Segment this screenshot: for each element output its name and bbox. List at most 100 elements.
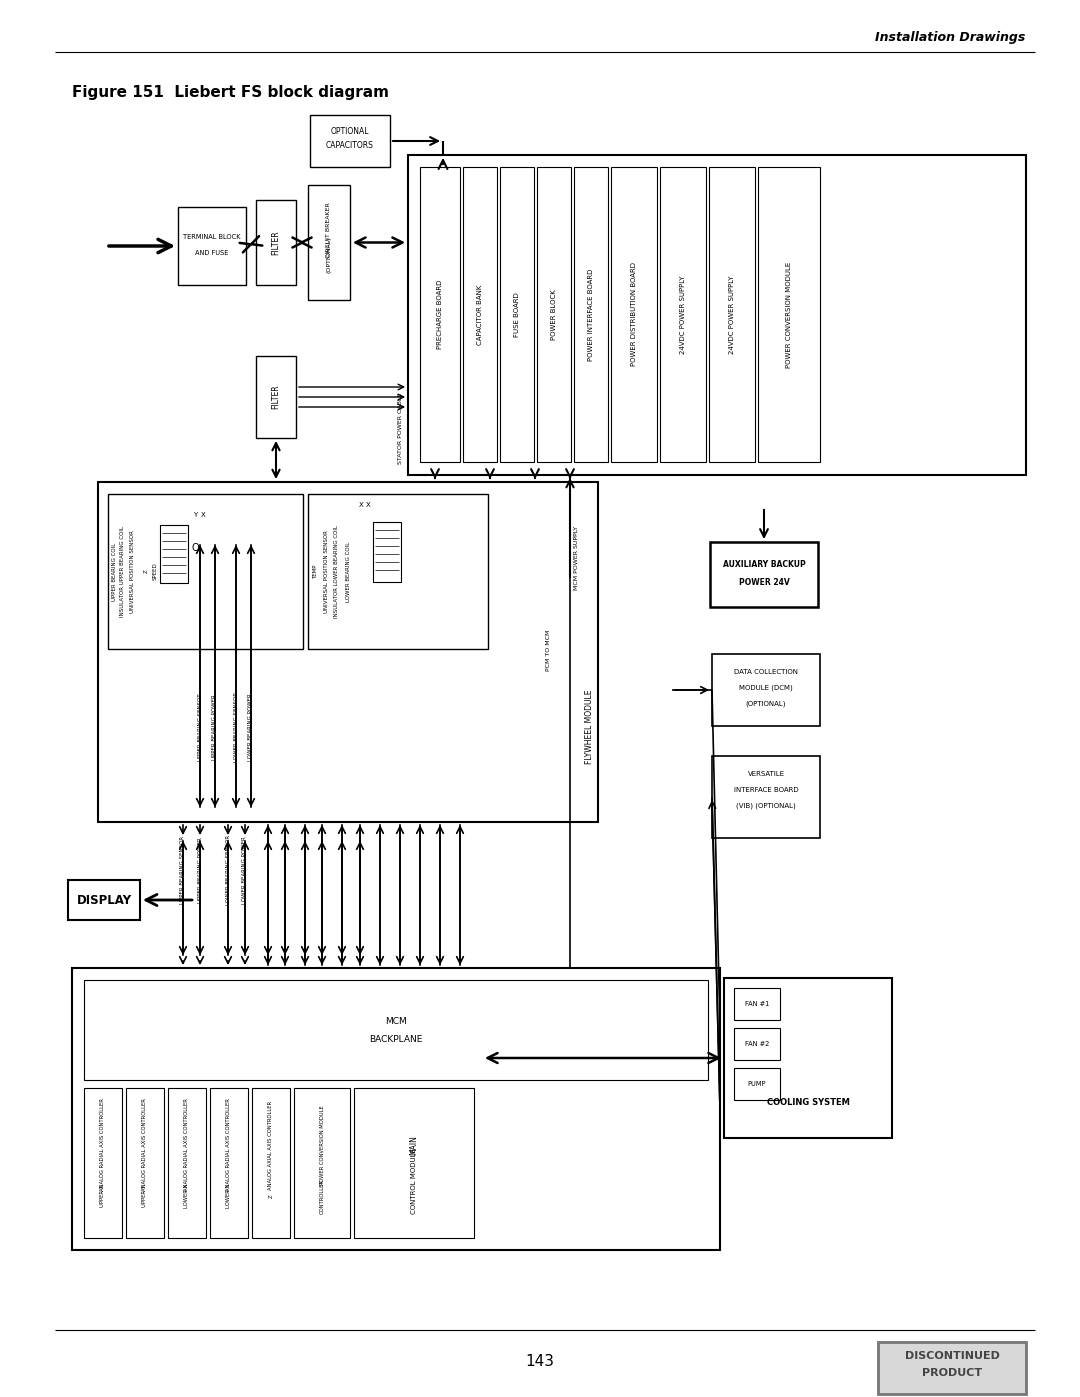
Text: MAIN: MAIN [409, 1134, 419, 1155]
Text: UNIVERSAL POSITION SENSOR: UNIVERSAL POSITION SENSOR [324, 529, 328, 613]
Bar [168, 1088, 206, 1238]
Text: STATOR POWER CABLE: STATOR POWER CABLE [397, 393, 403, 464]
Text: ANALOG RADIAL AXIS CONTROLLER: ANALOG RADIAL AXIS CONTROLLER [227, 1098, 231, 1192]
Bar [734, 988, 780, 1020]
Text: POWER INTERFACE BOARD: POWER INTERFACE BOARD [588, 268, 594, 360]
Bar [178, 207, 246, 285]
Text: PRODUCT: PRODUCT [922, 1368, 982, 1377]
Bar [878, 1343, 1026, 1394]
Text: Installation Drawings: Installation Drawings [875, 32, 1025, 45]
Bar [420, 168, 460, 462]
Text: CIRCUIT BREAKER: CIRCUIT BREAKER [326, 203, 332, 258]
Text: LOWER X: LOWER X [185, 1183, 189, 1208]
Bar [126, 1088, 164, 1238]
Bar [408, 155, 1026, 475]
Bar [294, 1088, 350, 1238]
Text: (OPTIONAL): (OPTIONAL) [326, 236, 332, 272]
Bar [252, 1088, 291, 1238]
Text: VERSATILE: VERSATILE [747, 771, 784, 777]
Text: PRECHARGE BOARD: PRECHARGE BOARD [437, 279, 443, 349]
Bar [256, 356, 296, 439]
Text: (OPTIONAL): (OPTIONAL) [746, 701, 786, 707]
Bar [712, 654, 820, 726]
Bar [708, 168, 755, 462]
Text: POWER CONVERSION MODULE: POWER CONVERSION MODULE [786, 261, 792, 367]
Text: UPPER Y: UPPER Y [143, 1185, 148, 1207]
Text: LOWER BEARING POWER: LOWER BEARING POWER [248, 693, 254, 761]
Bar [72, 968, 720, 1250]
Text: MODULE (DCM): MODULE (DCM) [739, 685, 793, 692]
Text: CONTROLLER: CONTROLLER [320, 1179, 324, 1214]
Bar [463, 168, 497, 462]
Bar [573, 168, 608, 462]
Text: MCM POWER SUPPLY: MCM POWER SUPPLY [573, 525, 579, 590]
Text: Z: Z [144, 570, 149, 573]
Bar [354, 1088, 474, 1238]
Text: Figure 151  Liebert FS block diagram: Figure 151 Liebert FS block diagram [72, 85, 389, 101]
Text: ANALOG RADIAL AXIS CONTROLLER: ANALOG RADIAL AXIS CONTROLLER [143, 1098, 148, 1192]
Text: O: O [191, 543, 199, 553]
Bar [68, 880, 140, 921]
Text: LOWER BEARING POWER: LOWER BEARING POWER [243, 837, 247, 904]
Text: LOWER BEARING SENSOR: LOWER BEARING SENSOR [226, 835, 230, 905]
Text: POWER 24V: POWER 24V [739, 578, 789, 587]
Bar [160, 525, 188, 583]
Text: PUMP: PUMP [747, 1081, 766, 1087]
Text: X: X [359, 502, 363, 509]
Text: UPPER BEARING COIL: UPPER BEARING COIL [111, 542, 117, 601]
Text: BACKPLANE: BACKPLANE [369, 1035, 422, 1044]
Text: LOWER BEARING COIL: LOWER BEARING COIL [347, 542, 351, 602]
Text: AUXILIARY BACKUP: AUXILIARY BACKUP [723, 560, 806, 569]
Text: UPPER BEARING SENSOR: UPPER BEARING SENSOR [198, 693, 203, 761]
Bar [98, 482, 598, 821]
Bar [84, 1088, 122, 1238]
Text: Z: Z [269, 1194, 273, 1197]
Text: FAN #1: FAN #1 [745, 1002, 769, 1007]
Bar [108, 495, 303, 650]
Text: LOWER BEARING SENSOR: LOWER BEARING SENSOR [233, 692, 239, 761]
Text: COOLING SYSTEM: COOLING SYSTEM [767, 1098, 850, 1108]
Text: AND FUSE: AND FUSE [195, 250, 229, 256]
Bar [758, 168, 820, 462]
Text: DISPLAY: DISPLAY [77, 894, 132, 907]
Text: PCM TO MCM: PCM TO MCM [545, 629, 551, 671]
Bar [84, 981, 708, 1080]
Text: UNIVERSAL POSITION SENSOR: UNIVERSAL POSITION SENSOR [131, 529, 135, 613]
Bar [734, 1067, 780, 1099]
Text: X: X [366, 502, 370, 509]
Text: FAN #2: FAN #2 [745, 1041, 769, 1046]
Text: INSULATOR UPPER BEARING COIL: INSULATOR UPPER BEARING COIL [121, 527, 125, 617]
Text: DISCONTINUED: DISCONTINUED [905, 1351, 999, 1361]
Bar [712, 756, 820, 838]
Text: OPTIONAL: OPTIONAL [330, 127, 369, 137]
Bar [210, 1088, 248, 1238]
Text: FUSE BOARD: FUSE BOARD [514, 292, 519, 337]
Bar [373, 522, 401, 583]
Text: X: X [201, 511, 205, 518]
Bar [537, 168, 571, 462]
Text: CAPACITORS: CAPACITORS [326, 141, 374, 151]
Text: FILTER: FILTER [271, 231, 281, 254]
Text: ANALOG RADIAL AXIS CONTROLLER: ANALOG RADIAL AXIS CONTROLLER [185, 1098, 189, 1192]
Text: INSULATOR LOWER BEARING COIL: INSULATOR LOWER BEARING COIL [335, 525, 339, 617]
Bar [310, 115, 390, 168]
Text: POWER DISTRIBUTION BOARD: POWER DISTRIBUTION BOARD [631, 263, 637, 366]
Text: POWER BLOCK: POWER BLOCK [551, 289, 557, 339]
Text: CAPACITOR BANK: CAPACITOR BANK [477, 285, 483, 345]
Text: LOWER Y: LOWER Y [227, 1185, 231, 1208]
Text: (VIB) (OPTIONAL): (VIB) (OPTIONAL) [737, 803, 796, 809]
Text: SPEED: SPEED [152, 563, 158, 580]
Text: UPPER BEARING POWER: UPPER BEARING POWER [198, 837, 203, 902]
Text: POWER CONVERSION MODULE: POWER CONVERSION MODULE [320, 1105, 324, 1185]
Text: Y: Y [193, 511, 198, 518]
Text: UPPER BEARING POWER: UPPER BEARING POWER [213, 694, 217, 760]
Text: UPPER BEARING SENSOR: UPPER BEARING SENSOR [180, 835, 186, 904]
Text: INTERFACE BOARD: INTERFACE BOARD [733, 787, 798, 793]
Text: DATA COLLECTION: DATA COLLECTION [734, 669, 798, 675]
Bar [710, 542, 818, 608]
Text: UPPER X: UPPER X [100, 1185, 106, 1207]
Text: 143: 143 [526, 1355, 554, 1369]
Bar [500, 168, 534, 462]
Text: 24VDC POWER SUPPLY: 24VDC POWER SUPPLY [729, 275, 735, 353]
Bar [724, 978, 892, 1139]
